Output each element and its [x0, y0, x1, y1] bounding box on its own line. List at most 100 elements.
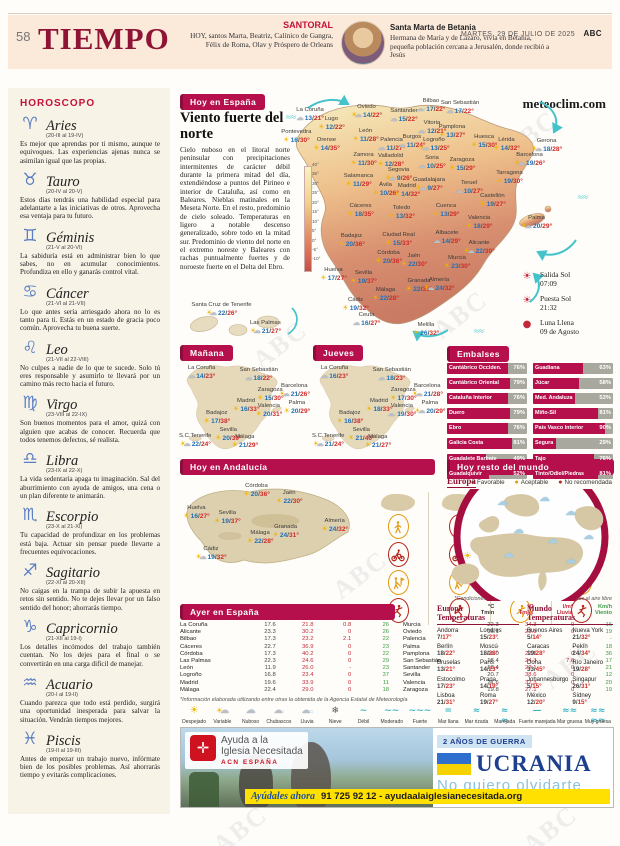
sun-icon: ☀: [255, 409, 263, 419]
map-city: Salamanca ☀11/29°: [343, 172, 374, 188]
reservoir-bar: Júcar 58%: [533, 378, 613, 389]
svg-text:≈≈: ≈≈: [578, 192, 588, 202]
reservoir-bar: Tajo 76%: [533, 453, 613, 465]
activity-legend-item: ● Favorable: [470, 479, 505, 486]
reservoir-percent: 81%: [599, 410, 611, 417]
ad-phone-url[interactable]: 91 725 92 12 - ayudaalaiglesianecesitada…: [321, 791, 523, 802]
temp-min: 18: [354, 210, 363, 218]
map-city: Palma ☀☁20/29°: [520, 215, 553, 231]
temperature-scale: [304, 166, 312, 272]
temp-max: 45°: [535, 666, 545, 674]
santoral-label: SANTORAL: [283, 20, 333, 30]
temp-max: 31°: [289, 532, 299, 539]
map-city: Valencia ☁∶19/30°: [387, 403, 417, 419]
yesterday-row: Córdoba 17.3 40.2 0 22: [180, 650, 389, 657]
zodiac-icon: ♊: [22, 225, 38, 246]
cloud-icon: ☁: [187, 370, 196, 380]
sun-info-row: ☀ Salida Sol 07:09: [520, 270, 614, 288]
city-name: Soria: [425, 155, 439, 162]
saint-portrait: [341, 21, 385, 65]
map-city: Zaragoza ☀17/30°: [389, 387, 417, 403]
city-name: Palma: [528, 215, 545, 222]
city-name: Castellón: [480, 193, 505, 200]
yesterday-row: Alicante 23.3 30.2 0 26: [180, 629, 389, 636]
temp-min: 11: [406, 142, 414, 150]
sun-icon: ☀: [432, 208, 440, 218]
temp-max: 28°: [433, 391, 443, 399]
world-city-name: Johannesburgo: [527, 676, 569, 683]
map-city: San Sebastián ☁17/22°: [440, 100, 480, 116]
city-name: Zaragoza: [390, 387, 416, 394]
temp-max: 27°: [495, 201, 506, 209]
temp-max: 30°: [299, 137, 310, 145]
meteoclim-link[interactable]: meteoclim.com: [522, 96, 606, 111]
world-city-name: Lisboa: [437, 692, 455, 699]
cloud-icon: ☁: [503, 547, 514, 560]
cloud-icon: ☁: [352, 318, 361, 328]
sun-moon-info: ☀ Salida Sol 07:09 ☀ Puesta Sol 21:32 ● Luna Ll…: [520, 270, 614, 344]
legend-label: Fuerte: [412, 719, 428, 725]
map-city: Cáceres ☀18/35°: [347, 202, 374, 218]
legend-label: Despejado: [182, 719, 207, 725]
sun-info-text: Salida Sol 07:09: [540, 270, 571, 288]
temp-max: 28°: [488, 650, 498, 658]
reservoir-name: Segura: [535, 440, 554, 447]
ad-cta-strip[interactable]: Ayúdales ahora 91 725 92 12 - ayudaalaig…: [245, 789, 610, 804]
map-city: León ☀11/28°: [352, 128, 379, 144]
map-city: Málaga ☀21/29°: [231, 434, 259, 450]
city-name: Sevilla: [219, 426, 237, 433]
temp-min: 21: [239, 442, 247, 450]
temp-min: 22: [475, 247, 483, 255]
sign-text: Los detalles incómodos del trabajo tambi…: [20, 643, 160, 668]
temp-max: 32°: [338, 526, 349, 533]
sun-icon: ☀: [242, 489, 250, 498]
andalucia-map: Córdoba ☀20/36° Jaén ☀22/30° Huelva ☀16/27° Se…: [180, 476, 362, 576]
acn-logo-icon: ✛: [190, 735, 216, 761]
map-city: Bilbao ☁∶17/22°: [416, 97, 446, 113]
zodiac-icon: ♑: [22, 617, 38, 638]
sun-icon: ☀: [213, 516, 221, 525]
partly-icon: ☀☁: [350, 109, 363, 119]
map-city: Murcia ☀23/30°: [443, 255, 471, 271]
sign-name: Tauro: [46, 173, 80, 190]
sun-icon: ☀: [232, 404, 240, 414]
map-city: Zaragoza ☀15/30°: [256, 387, 284, 403]
zodiac-icon: ♌: [22, 337, 38, 358]
temp-min: 14: [480, 666, 487, 674]
map-city: Zamora ☀11/30°: [350, 152, 377, 168]
reservoir-name: Júcar: [535, 380, 550, 387]
reservoir-percent: 81%: [599, 470, 611, 477]
cloud-icon: ☁: [377, 372, 386, 382]
temp-min: 20: [533, 223, 541, 231]
brand-abc: ABC: [583, 29, 602, 38]
temp-max: 36°: [392, 258, 402, 266]
sun-icon: ☀: [203, 415, 211, 425]
temp-min: 15: [456, 165, 464, 173]
legend-item: — Fuerte marejada: [519, 706, 556, 725]
city-name: Gerona: [536, 137, 557, 144]
city-name: Logroño: [423, 136, 445, 143]
cloud-icon: ☁: [418, 161, 426, 171]
temp-min: 19: [527, 650, 534, 658]
temp-min: 11: [386, 144, 394, 152]
temp-min: 21: [290, 391, 299, 399]
partly-icon: ☀☁: [179, 439, 191, 449]
city-name: Málaga: [235, 434, 255, 441]
ad-banner[interactable]: ✛ Ayuda a la Iglesia Necesitada ACN ESPAÑ…: [180, 727, 614, 808]
sun-icon: ☀: [272, 530, 279, 539]
sun-icon: ☀: [412, 328, 420, 338]
activity-run-icon: [571, 598, 593, 623]
temp-max: 35°: [363, 210, 374, 218]
ad-cta-label[interactable]: Ayúdales ahora: [251, 791, 315, 802]
temp-max: 26°: [535, 160, 546, 168]
war-badge: 2 AÑOS DE GUERRA: [437, 735, 532, 748]
city-name: Zamora: [353, 152, 374, 159]
scale-label: 20°: [312, 199, 319, 205]
map-city: Santander ☁15/22°: [390, 107, 418, 123]
horoscope-sign: ♈ Aries (20-III al 19-IV) Es mejor que apre…: [20, 116, 160, 165]
world-temp-entry: Londres 15/23°: [480, 628, 519, 641]
city-name: Badajoz: [206, 409, 228, 416]
temp-max: 34°: [581, 650, 591, 658]
sun-icon: ☀: [465, 221, 473, 231]
sun-icon: ☀: [400, 259, 408, 269]
